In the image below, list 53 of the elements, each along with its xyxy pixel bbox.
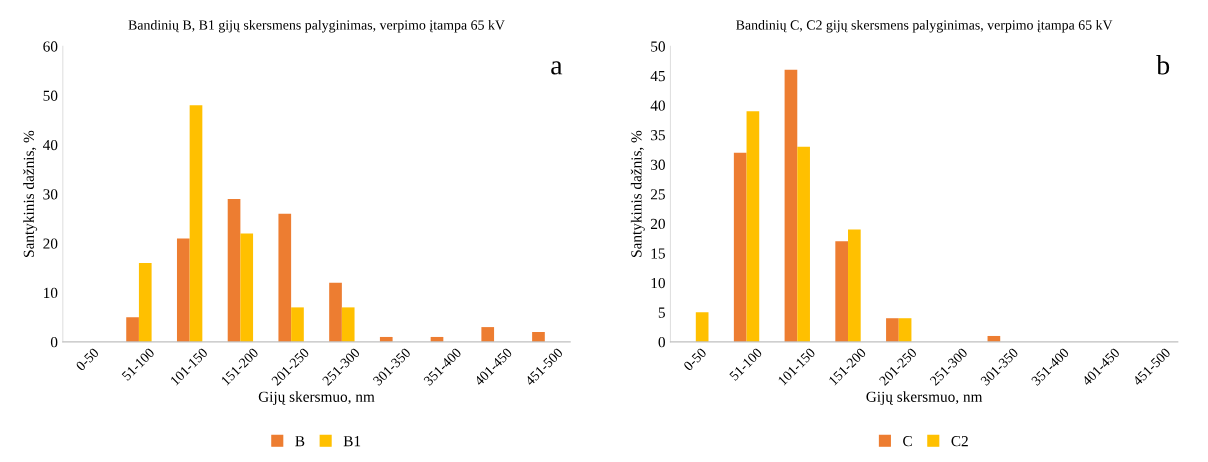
y-tick-label: 30 xyxy=(43,189,58,200)
bar xyxy=(329,282,342,342)
bar xyxy=(227,198,241,342)
chart-title: Bandinių C, C2 gijų skersmens palyginimas, verpimo įtampa 65 kV xyxy=(736,19,1113,33)
bar xyxy=(176,238,190,342)
y-tick-label: 45 xyxy=(650,71,665,82)
annotation: a xyxy=(551,61,563,75)
bar xyxy=(532,332,545,342)
bar xyxy=(695,312,709,342)
y-tick-label: 50 xyxy=(43,90,58,101)
bar xyxy=(341,307,355,342)
bar xyxy=(733,152,747,342)
y-tick-label: 15 xyxy=(651,248,665,259)
chart-title: Bandinių B, B1 gijų skersmens palyginimas, verpimo įtampa 65 kV xyxy=(128,19,505,33)
y-tick-label: 5 xyxy=(658,307,665,318)
legend-label: B xyxy=(295,436,305,447)
bar xyxy=(240,233,254,342)
y-tick-label: 40 xyxy=(42,139,58,151)
y-axis-title: Santykinis dažnis, % xyxy=(630,130,645,257)
bar xyxy=(291,307,304,342)
y-tick-label: 25 xyxy=(650,189,665,200)
y-tick-label: 10 xyxy=(44,287,58,299)
y-tick-label: 0 xyxy=(658,337,665,348)
bar xyxy=(848,229,861,342)
annotation: b xyxy=(1156,55,1170,75)
y-tick-label: 0 xyxy=(50,337,58,348)
y-tick-label: 40 xyxy=(650,100,665,111)
bar xyxy=(898,318,912,342)
bar xyxy=(126,317,139,342)
bar xyxy=(481,327,495,342)
y-tick-label: 20 xyxy=(650,218,665,230)
bar xyxy=(746,111,760,342)
bar xyxy=(784,69,798,342)
legend-label: C2 xyxy=(951,436,968,447)
bar xyxy=(886,318,899,342)
legend-label: B1 xyxy=(343,436,361,447)
x-axis-title: Gijų skersmuo, nm xyxy=(258,391,375,406)
bar xyxy=(138,263,152,342)
y-tick-label: 50 xyxy=(651,41,665,52)
y-tick-label: 30 xyxy=(651,159,665,170)
y-tick-label: 10 xyxy=(651,277,665,289)
y-tick-label: 35 xyxy=(651,130,665,141)
x-tick-label: 0-50 xyxy=(683,347,707,372)
y-axis-title: Santykinis dažnis, % xyxy=(23,130,38,257)
bar xyxy=(797,146,810,342)
y-tick-label: 20 xyxy=(43,238,58,249)
legend-label: C xyxy=(903,436,912,447)
bar xyxy=(189,105,203,342)
y-tick-label: 60 xyxy=(43,41,58,52)
x-tick-label: 0-50 xyxy=(75,347,100,372)
bar xyxy=(835,241,849,342)
bar xyxy=(278,213,292,342)
x-axis-title: Gijų skersmuo, nm xyxy=(866,391,983,406)
